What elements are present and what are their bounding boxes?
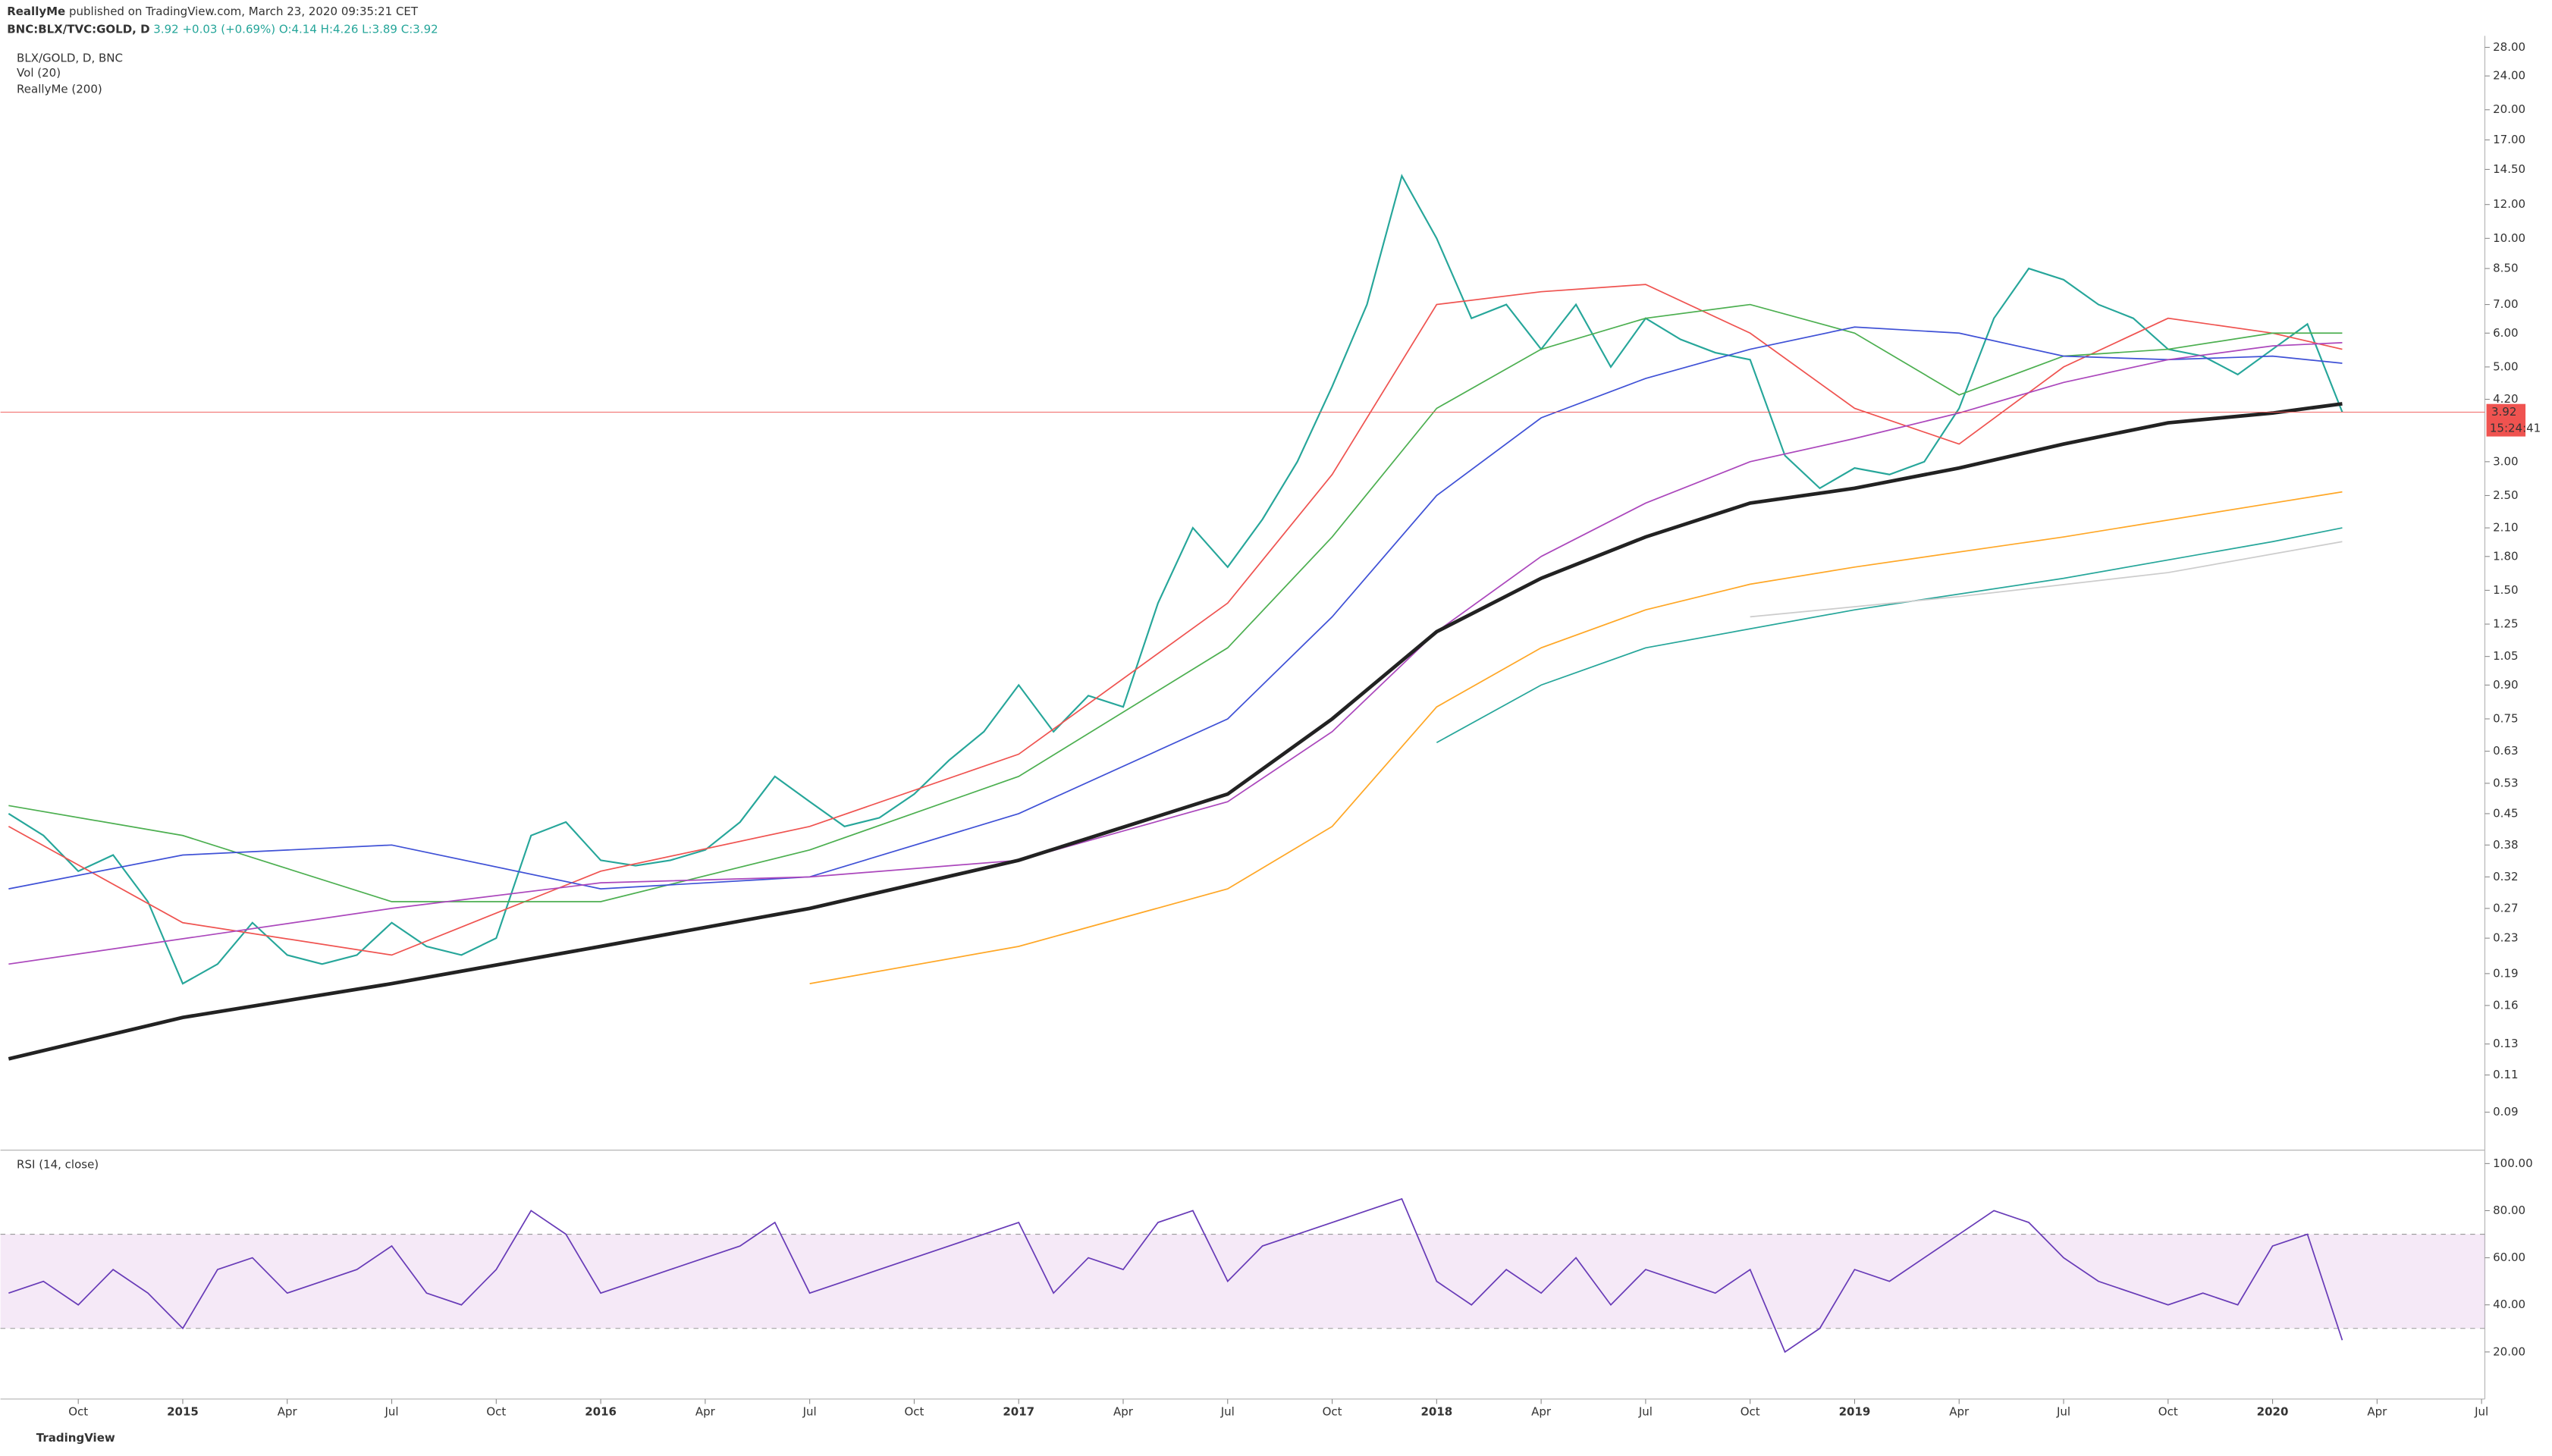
y-tick-label: 28.00	[2493, 40, 2525, 54]
series-line	[1750, 541, 2343, 618]
x-tick-label: Jul	[2474, 1405, 2488, 1419]
x-tick-label: Jul	[2056, 1405, 2070, 1419]
y-tick-label: 20.00	[2493, 1345, 2525, 1358]
series-line	[8, 303, 2343, 902]
x-tick-label: Apr	[278, 1405, 298, 1419]
quote-values: 3.92 +0.03 (+0.69%) O:4.14 H:4.26 L:3.89…	[153, 22, 438, 36]
y-tick-label: 24.00	[2493, 69, 2525, 83]
y-tick-label: 20.00	[2493, 102, 2525, 116]
legend-title: BLX/GOLD, D, BNC	[17, 52, 123, 65]
y-tick-label: 0.53	[2493, 776, 2518, 789]
y-tick-label: 0.75	[2493, 711, 2518, 725]
x-tick-label: Apr	[1531, 1405, 1552, 1419]
last-price-box	[2486, 403, 2526, 437]
series-line	[8, 1197, 2343, 1354]
x-tick-label: 2017	[1003, 1405, 1034, 1419]
rsi-band	[0, 1234, 2485, 1329]
x-tick-label: Oct	[904, 1405, 924, 1419]
y-tick-label: 80.00	[2493, 1203, 2525, 1217]
x-tick-label: 2018	[1420, 1405, 1452, 1419]
x-tick-label: Apr	[1113, 1405, 1134, 1419]
y-tick-label: 1.80	[2493, 549, 2518, 563]
y-tick-label: 0.27	[2493, 901, 2518, 915]
author: ReallyMe	[7, 5, 65, 18]
y-tick-label: 100.00	[2493, 1156, 2533, 1170]
y-tick-label: 14.50	[2493, 162, 2525, 176]
rsi-title: RSI (14, close)	[17, 1158, 99, 1172]
x-tick-label: Oct	[2158, 1405, 2178, 1419]
series-line	[8, 284, 2343, 956]
last-price-label: 3.92	[2491, 405, 2516, 419]
series-line	[8, 326, 2343, 890]
x-tick-label: Jul	[1638, 1405, 1653, 1419]
y-tick-label: 1.25	[2493, 617, 2518, 631]
y-tick-label: 2.10	[2493, 521, 2518, 535]
y-tick-label: 0.90	[2493, 678, 2518, 692]
x-tick-label: Jul	[802, 1405, 817, 1419]
series-line	[1436, 527, 2343, 743]
y-tick-label: 10.00	[2493, 231, 2525, 245]
x-tick-label: Oct	[486, 1405, 506, 1419]
x-tick-label: Jul	[1220, 1405, 1235, 1419]
y-tick-label: 12.00	[2493, 197, 2525, 211]
x-tick-label: 2015	[167, 1405, 199, 1419]
y-tick-label: 8.50	[2493, 262, 2518, 275]
y-tick-label: 5.00	[2493, 359, 2518, 373]
symbol: BNC:BLX/TVC:GOLD, D	[7, 22, 149, 36]
y-tick-label: 1.05	[2493, 649, 2518, 663]
x-tick-label: Oct	[68, 1405, 88, 1419]
y-tick-label: 3.00	[2493, 454, 2518, 468]
countdown: 15:24:41	[2490, 421, 2541, 435]
y-tick-label: 40.00	[2493, 1298, 2525, 1311]
y-tick-label: 17.00	[2493, 133, 2525, 146]
header: ReallyMe published on TradingView.com, M…	[7, 5, 419, 18]
published: published on TradingView.com, March 23, …	[69, 5, 419, 18]
y-tick-label: 2.50	[2493, 488, 2518, 502]
series-line	[8, 174, 2343, 985]
y-tick-label: 4.20	[2493, 392, 2518, 406]
y-tick-label: 1.50	[2493, 583, 2518, 597]
series-line	[809, 491, 2343, 984]
series-line	[8, 341, 2343, 965]
y-tick-label: 0.45	[2493, 806, 2518, 820]
y-tick-label: 6.00	[2493, 326, 2518, 340]
x-tick-label: Apr	[2367, 1405, 2387, 1419]
x-tick-label: 2016	[585, 1405, 617, 1419]
x-tick-label: 2020	[2257, 1405, 2289, 1419]
x-tick-label: Oct	[1741, 1405, 1760, 1419]
y-tick-label: 60.00	[2493, 1250, 2525, 1264]
y-tick-label: 0.63	[2493, 744, 2518, 758]
y-tick-label: 0.38	[2493, 838, 2518, 852]
y-tick-label: 0.19	[2493, 966, 2518, 980]
footer: TradingView	[36, 1431, 115, 1445]
x-tick-label: Jul	[384, 1405, 398, 1419]
y-tick-label: 0.32	[2493, 870, 2518, 883]
x-tick-label: Oct	[1323, 1405, 1342, 1419]
quote: BNC:BLX/TVC:GOLD, D 3.92 +0.03 (+0.69%) …	[7, 22, 438, 36]
y-tick-label: 0.23	[2493, 931, 2518, 945]
y-tick-label: 7.00	[2493, 297, 2518, 311]
legend-indicator: Vol (20)	[17, 66, 61, 80]
x-tick-label: Apr	[695, 1405, 716, 1419]
y-tick-label: 0.13	[2493, 1037, 2518, 1050]
x-tick-label: 2019	[1839, 1405, 1871, 1419]
y-tick-label: 0.09	[2493, 1105, 2518, 1119]
y-tick-label: 0.16	[2493, 998, 2518, 1012]
legend-indicator: ReallyMe (200)	[17, 82, 102, 96]
y-tick-label: 0.11	[2493, 1068, 2518, 1081]
series-line	[8, 402, 2343, 1061]
x-tick-label: Apr	[1949, 1405, 1970, 1419]
